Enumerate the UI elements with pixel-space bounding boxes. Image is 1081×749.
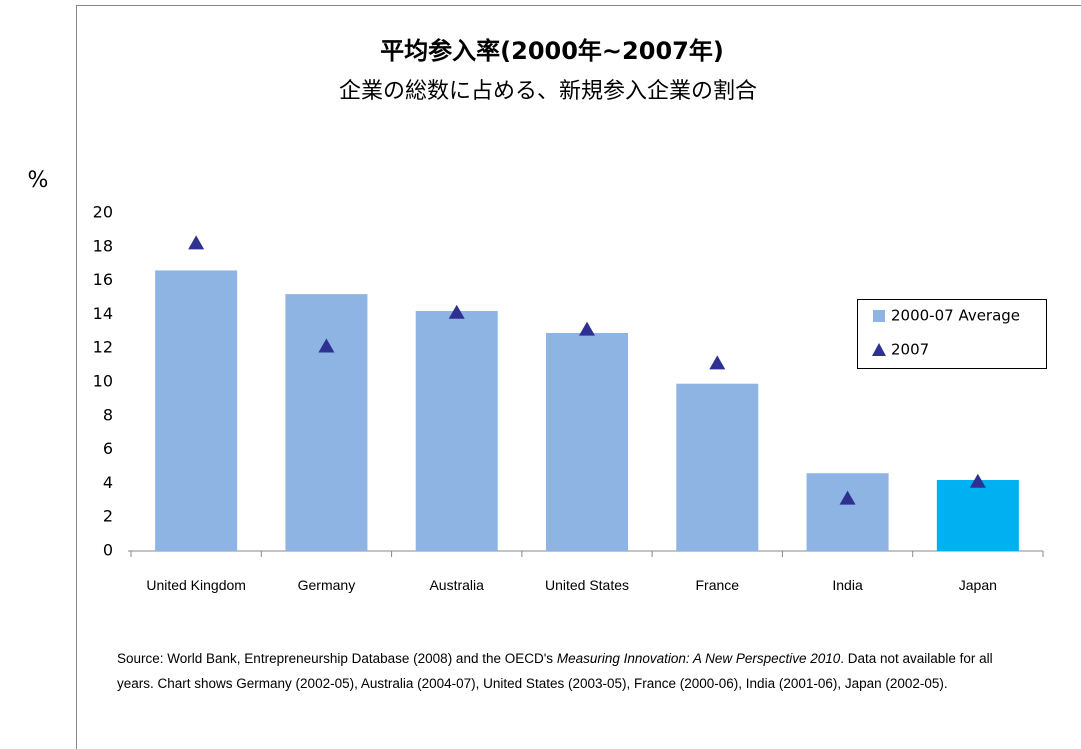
y-tick-label: 0: [103, 541, 113, 560]
y-tick-label: 2: [103, 507, 113, 526]
marker: [579, 321, 595, 336]
source-note: Source: World Bank, Entrepreneurship Dat…: [117, 646, 1017, 696]
y-tick-label: 6: [103, 439, 113, 458]
marker: [969, 473, 986, 488]
bar: [546, 332, 628, 551]
chart-subtitle: 企業の総数に占める、新規参入企業の割合: [339, 79, 757, 104]
x-tick-label: India: [832, 577, 863, 593]
marker: [188, 235, 205, 250]
y-axis-label: %: [28, 168, 49, 193]
x-tick-label: Japan: [958, 577, 997, 593]
bar: [806, 473, 889, 551]
legend-label: 2000-07 Average: [891, 307, 1020, 325]
y-tick-label: 12: [93, 338, 113, 357]
marker: [709, 355, 726, 370]
chart-title: 平均参入率(2000年~2007年): [380, 37, 724, 65]
marker: [318, 338, 335, 353]
bar: [155, 270, 238, 551]
bar: [285, 294, 368, 551]
y-tick-label: 16: [93, 270, 113, 289]
legend-box: [857, 299, 1047, 369]
marker: [448, 304, 465, 319]
legend-label: 2007: [891, 341, 929, 359]
y-tick-label: 4: [103, 473, 113, 492]
legend-swatch: [872, 343, 886, 356]
y-tick-label: 18: [93, 236, 113, 255]
source-text: . Data not available for all years. Char…: [117, 651, 993, 691]
y-tick-label: 20: [93, 203, 113, 222]
chart-frame: [76, 5, 1081, 749]
y-tick-label: 10: [93, 372, 113, 391]
bar: [415, 311, 498, 551]
legend-swatch: [873, 310, 885, 322]
y-tick-label: 8: [103, 405, 113, 424]
y-tick-label: 14: [93, 304, 113, 323]
bar: [936, 480, 1019, 551]
x-tick-label: United Kingdom: [146, 577, 246, 593]
x-tick-label: Australia: [429, 577, 484, 593]
source-title: Measuring Innovation: A New Perspective …: [556, 651, 841, 666]
bar: [676, 383, 759, 551]
marker: [839, 490, 856, 505]
x-tick-label: Germany: [297, 577, 356, 593]
source-text: Source: World Bank, Entrepreneurship Dat…: [117, 651, 554, 666]
x-tick-label: United States: [544, 577, 630, 593]
x-tick-label: France: [695, 577, 740, 593]
